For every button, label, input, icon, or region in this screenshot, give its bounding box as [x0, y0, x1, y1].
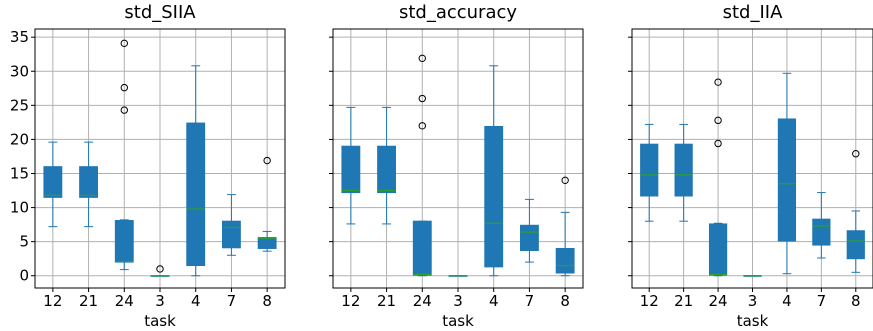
box-body [43, 166, 63, 198]
box-7 [520, 198, 539, 263]
box-24 [412, 54, 432, 277]
box-24 [708, 78, 728, 277]
outlier-point [714, 116, 722, 125]
y-tick-label: 0 [19, 267, 29, 285]
box-12 [43, 141, 63, 228]
box-body [708, 223, 728, 276]
outlier-point [561, 176, 569, 185]
x-tick-label: 8 [560, 292, 570, 310]
box-8 [555, 176, 575, 277]
box-body [341, 145, 361, 194]
x-tick-label: 21 [377, 292, 396, 310]
x-axis-label: task [442, 312, 474, 330]
x-tick-label: 7 [525, 292, 535, 310]
x-tick-label: 21 [674, 292, 693, 310]
outlier-point [418, 122, 426, 130]
box-4 [484, 65, 504, 277]
box-body [257, 237, 277, 249]
x-tick-label: 3 [748, 292, 758, 310]
y-tick-label: 10 [10, 199, 29, 217]
box-7 [222, 194, 241, 256]
box-body [484, 125, 504, 268]
box-body [846, 230, 865, 260]
y-tick-label: 20 [10, 130, 29, 148]
box-body [640, 143, 659, 197]
y-tick-label: 5 [19, 233, 29, 251]
box-4 [186, 65, 206, 277]
box-8 [846, 150, 865, 273]
y-tick-label: 15 [10, 164, 29, 182]
y-tick-label: 30 [10, 62, 29, 80]
x-tick-label: 24 [413, 292, 432, 310]
x-tick-label: 8 [262, 292, 272, 310]
x-tick-label: 24 [115, 292, 134, 310]
box-21 [79, 141, 99, 228]
box-body [222, 220, 241, 249]
box-body [186, 122, 206, 267]
outlier-point [263, 156, 271, 165]
y-tick-label: 35 [10, 28, 29, 46]
x-tick-label: 3 [453, 292, 463, 310]
box-body [812, 218, 831, 246]
outlier-point [714, 78, 722, 86]
box-7 [812, 192, 831, 259]
outlier-point [120, 39, 128, 48]
x-tick-label: 12 [640, 292, 659, 310]
box-21 [674, 123, 693, 222]
box-24 [114, 39, 134, 271]
box-3 [743, 275, 762, 277]
panel-std_SIIA: std_SIIA 12 21 24 3 4 7 8 task 0 5 10 15 20 25 30 35 [10, 2, 286, 330]
x-tick-label: 7 [817, 292, 827, 310]
box-body [377, 145, 396, 194]
outlier-point [714, 139, 722, 148]
box-3 [150, 265, 170, 277]
x-tick-label: 4 [191, 292, 201, 310]
gridlines [333, 29, 583, 288]
outlier-point [156, 265, 164, 273]
x-tick-label: 3 [155, 292, 165, 310]
box-body [674, 143, 693, 197]
box-body [520, 224, 539, 252]
x-tick-label: 4 [782, 292, 792, 310]
x-axis-label: task [737, 312, 769, 330]
x-tick-label: 4 [489, 292, 499, 310]
x-tick-label: 8 [851, 292, 861, 310]
y-tick-label: 25 [10, 96, 29, 114]
box-body [114, 220, 134, 263]
box-4 [777, 72, 797, 275]
x-tick-label: 21 [79, 292, 98, 310]
x-tick-label: 12 [341, 292, 360, 310]
box-21 [377, 106, 396, 225]
panel-title: std_SIIA [124, 2, 196, 23]
box-body [79, 166, 99, 198]
gridlines [35, 29, 285, 288]
outlier-point [120, 83, 128, 92]
box-body [777, 118, 797, 242]
x-axis-label: task [144, 312, 176, 330]
panel-title: std_accuracy [399, 2, 517, 23]
box-3 [448, 275, 468, 277]
x-tick-label: 24 [709, 292, 728, 310]
box-12 [640, 123, 659, 222]
panel-std_accuracy: std_accuracy 12 21 24 3 4 7 8 task [329, 2, 584, 330]
outlier-point [418, 94, 426, 103]
box-body [412, 220, 432, 276]
outlier-point [418, 54, 426, 63]
panel-title: std_IIA [723, 2, 783, 23]
box-12 [341, 106, 361, 225]
outlier-point [120, 106, 128, 114]
outlier-point [852, 150, 860, 158]
gridlines [632, 29, 873, 288]
x-tick-label: 12 [43, 292, 62, 310]
panel-std_IIA: std_IIA 12 21 24 3 4 7 8 task [628, 2, 873, 330]
box-body [555, 247, 575, 274]
box-8 [257, 156, 277, 252]
x-tick-label: 7 [227, 292, 237, 310]
